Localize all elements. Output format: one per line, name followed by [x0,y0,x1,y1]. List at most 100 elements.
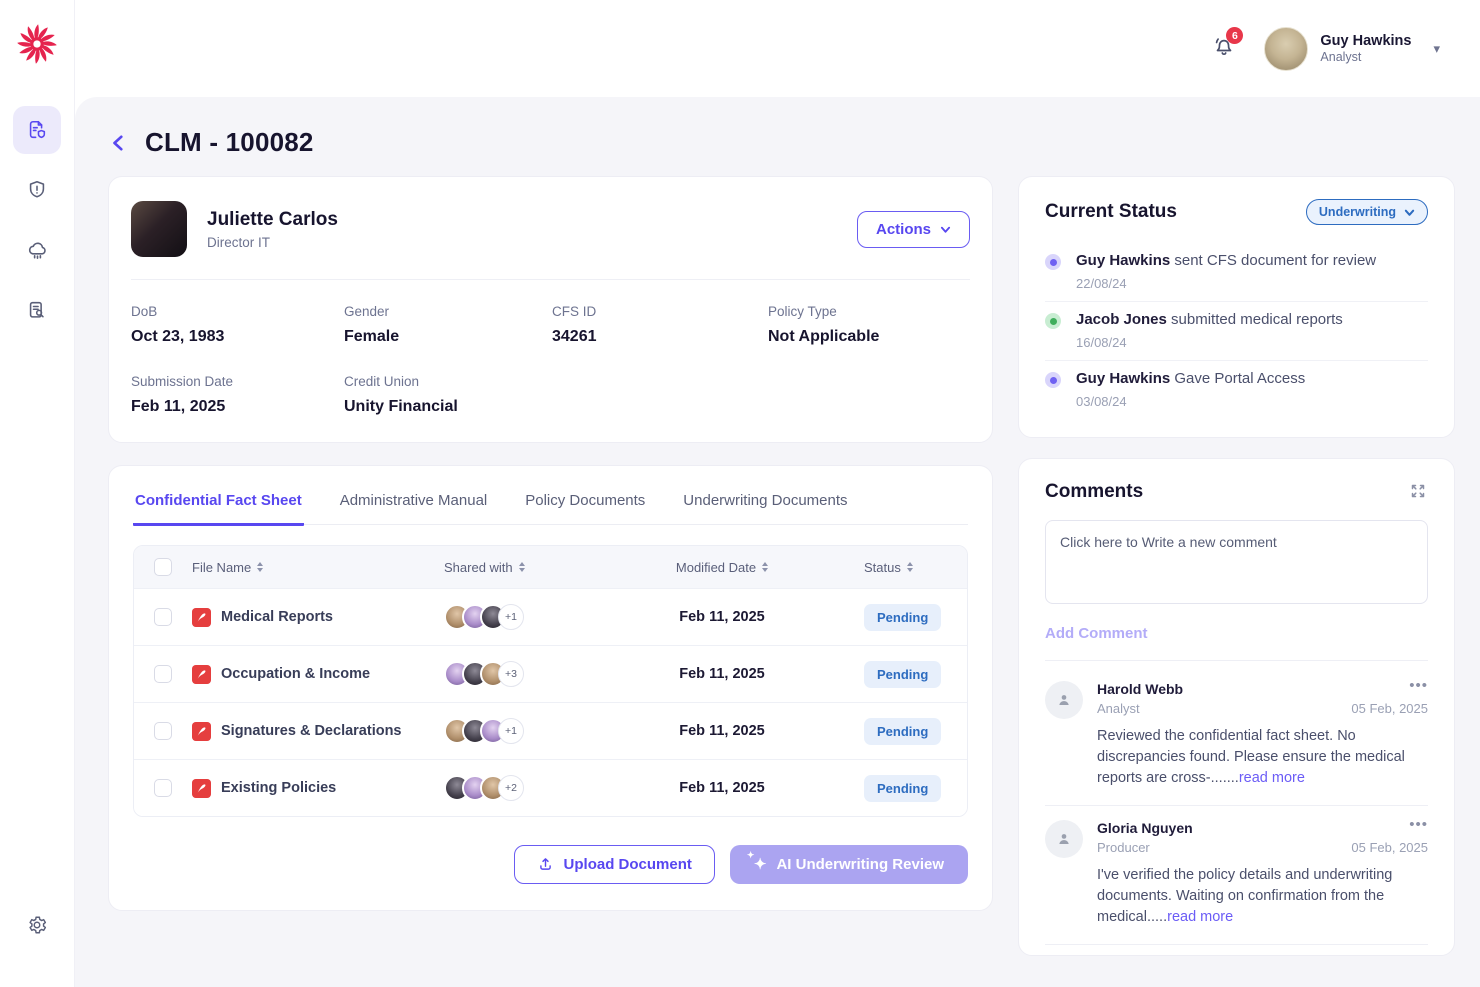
comment-item: Harold Webb ••• Analyst 05 Feb, 2025 Rev… [1045,667,1428,807]
notification-count-badge: 6 [1226,27,1244,44]
avatar-overflow-count: +1 [498,604,524,630]
field-gender: Gender Female [344,304,552,346]
timeline-dot [1045,254,1061,270]
sidebar-item-settings[interactable] [13,901,61,949]
tab-underwriting-documents[interactable]: Underwriting Documents [683,492,848,509]
document-shield-icon [29,120,46,139]
left-column: Juliette Carlos Director IT Actions [108,176,993,911]
column-header-file-name[interactable]: File Name [192,560,264,575]
pdf-file-icon [192,664,211,684]
column-header-status[interactable]: Status [864,560,913,575]
read-more-link[interactable]: read more [1167,909,1234,926]
avatar-overflow-count: +3 [498,661,524,687]
timeline-action: Gave Portal Access [1174,370,1306,387]
avatar-overflow-count: +1 [498,718,524,744]
column-header-shared-with[interactable]: Shared with [444,560,525,575]
new-comment-input[interactable] [1045,520,1428,604]
row-checkbox[interactable] [154,608,172,626]
sidebar-item-audit[interactable] [13,286,61,334]
comments-title: Comments [1045,481,1144,502]
field-label: CFS ID [552,304,597,319]
timeline-dot [1045,372,1061,388]
claimant-profile-card: Juliette Carlos Director IT Actions [108,176,993,443]
sparkles-icon: ✦ ✦ [746,850,767,873]
row-checkbox[interactable] [154,722,172,740]
expand-icon [1411,484,1425,498]
comment-body: I've verified the policy details and und… [1097,867,1393,926]
row-checkbox[interactable] [154,779,172,797]
comment-menu-icon[interactable]: ••• [1409,816,1428,834]
timeline-action: sent CFS document for review [1174,252,1377,269]
file-name: Existing Policies [221,780,337,796]
status-dropdown[interactable]: Underwriting [1305,199,1428,225]
sidebar-item-claims[interactable] [13,106,61,154]
documents-actions: Upload Document ✦ ✦ AI Underwriting Revie… [133,845,968,884]
brand-logo [17,24,57,64]
status-badge: Pending [864,717,942,745]
commenter-name: Gloria Nguyen [1097,820,1193,837]
expand-comments-button[interactable] [1408,481,1428,504]
user-name: Guy Hawkins [1320,32,1412,49]
file-name: Signatures & Declarations [221,723,402,739]
timeline-item: Jacob Jones submitted medical reports 16… [1045,302,1428,361]
field-value: Female [344,328,400,345]
tab-confidential-fact-sheet[interactable]: Confidential Fact Sheet [133,490,304,526]
column-header-modified-date[interactable]: Modified Date [676,560,769,575]
upload-document-button[interactable]: Upload Document [513,845,715,884]
person-icon [1059,834,1069,844]
select-all-checkbox[interactable] [154,558,172,576]
chevron-down-icon [1404,209,1415,216]
table-row[interactable]: Medical Reports +1 Feb 11, 2025 Pending [134,588,967,645]
timeline-item: Guy Hawkins Gave Portal Access 03/08/24 [1045,361,1428,419]
claimant-photo [131,201,187,257]
gear-icon [29,916,47,934]
tab-administrative-manual[interactable]: Administrative Manual [339,492,488,509]
comment-menu-icon[interactable]: ••• [1409,677,1428,694]
tab-policy-documents[interactable]: Policy Documents [525,492,646,509]
actions-button[interactable]: Actions [856,210,970,248]
document-search-icon [29,301,44,318]
field-label: Submission Date [131,374,234,389]
pdf-file-icon [192,721,211,741]
add-comment-button[interactable]: Add Comment [1045,625,1148,642]
page-content: CLM - 100082 Juliette Carlos Director IT [75,97,1480,987]
document-tabs: Confidential Fact Sheet Administrative M… [133,490,968,526]
field-label: DoB [131,304,158,319]
notifications-button[interactable]: 6 [1212,27,1244,63]
field-policy-type: Policy Type Not Applicable [768,304,970,346]
modified-date: Feb 11, 2025 [679,666,765,682]
cloud-icon [28,241,46,259]
comment-date: 05 Feb, 2025 [1351,840,1428,856]
back-button[interactable] [108,132,130,154]
status-dropdown-label: Underwriting [1318,205,1396,219]
chevron-left-icon [113,134,123,151]
read-more-link[interactable]: read more [1238,770,1305,787]
table-row[interactable]: Occupation & Income +3 Feb 11, 2025 Pend… [134,645,967,702]
commenter-name: Harold Webb [1097,681,1184,697]
field-credit-union: Credit Union Unity Financial [344,374,552,416]
pdf-file-icon [192,778,211,798]
bell-icon [1216,38,1232,56]
sidebar-item-risk[interactable] [13,166,61,214]
comment-body: Reviewed the confidential fact sheet. No… [1097,728,1405,787]
avatar-overflow-count: +2 [498,775,524,801]
user-avatar[interactable] [1264,26,1309,71]
row-checkbox[interactable] [154,665,172,683]
timeline-date: 22/08/24 [1076,276,1127,291]
profile-divider [131,279,970,280]
field-label: Credit Union [344,374,420,389]
sidebar [0,0,75,987]
person-icon [1059,695,1069,705]
shared-with-avatars: +3 [444,661,524,687]
sidebar-item-cloud[interactable] [13,226,61,274]
table-row[interactable]: Signatures & Declarations +1 Feb 11, 202… [134,702,967,759]
title-row: CLM - 100082 [108,127,1455,158]
shared-with-avatars: +1 [444,604,524,630]
commenter-role: Analyst [1097,701,1140,716]
ai-underwriting-review-button[interactable]: ✦ ✦ AI Underwriting Review [729,845,968,884]
comment-item: Gloria Nguyen ••• Producer 05 Feb, 2025 … [1045,806,1428,946]
user-menu-caret-icon[interactable]: ▾ [1433,40,1440,56]
table-row[interactable]: Existing Policies +2 Feb 11, 2025 Pendin… [134,759,967,816]
topbar: 6 Guy Hawkins Analyst ▾ [75,0,1480,97]
